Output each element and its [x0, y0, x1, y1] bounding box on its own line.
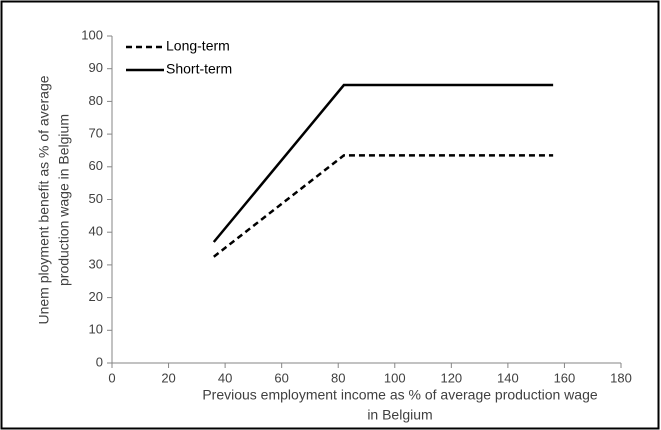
x-tick-label: 120 — [440, 370, 462, 385]
x-tick-label: 80 — [331, 370, 345, 385]
y-axis-label: production wage in Belgium — [56, 114, 72, 286]
x-tick-label: 160 — [554, 370, 576, 385]
x-tick-label: 40 — [218, 370, 232, 385]
y-tick-label: 70 — [89, 126, 103, 141]
legend-label: Long-term — [166, 38, 230, 54]
y-tick-label: 40 — [89, 224, 103, 239]
x-tick-label: 140 — [497, 370, 519, 385]
x-tick-label: 180 — [610, 370, 632, 385]
x-tick-label: 60 — [274, 370, 288, 385]
y-tick-label: 50 — [89, 191, 103, 206]
y-tick-label: 100 — [81, 27, 103, 42]
y-tick-label: 20 — [89, 289, 103, 304]
y-tick-label: 90 — [89, 60, 103, 75]
legend-label: Short-term — [166, 61, 232, 77]
y-tick-label: 30 — [89, 256, 103, 271]
line-series — [213, 154, 554, 258]
x-axis-label: Previous employment income as % of avera… — [202, 387, 598, 403]
x-axis-label: in Belgium — [367, 407, 432, 423]
y-tick-label: 60 — [89, 158, 103, 173]
x-tick-label: 0 — [108, 370, 115, 385]
y-axis-label: Unem ployment benefit as % of average — [36, 75, 52, 324]
y-tick-label: 80 — [89, 93, 103, 108]
y-tick-label: 0 — [96, 354, 103, 369]
line-series — [212, 83, 554, 243]
y-tick-label: 10 — [89, 322, 103, 337]
x-tick-label: 100 — [384, 370, 406, 385]
x-tick-label: 20 — [161, 370, 175, 385]
